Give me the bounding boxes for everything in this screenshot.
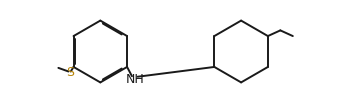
Text: S: S	[66, 66, 74, 78]
Text: NH: NH	[125, 73, 144, 86]
